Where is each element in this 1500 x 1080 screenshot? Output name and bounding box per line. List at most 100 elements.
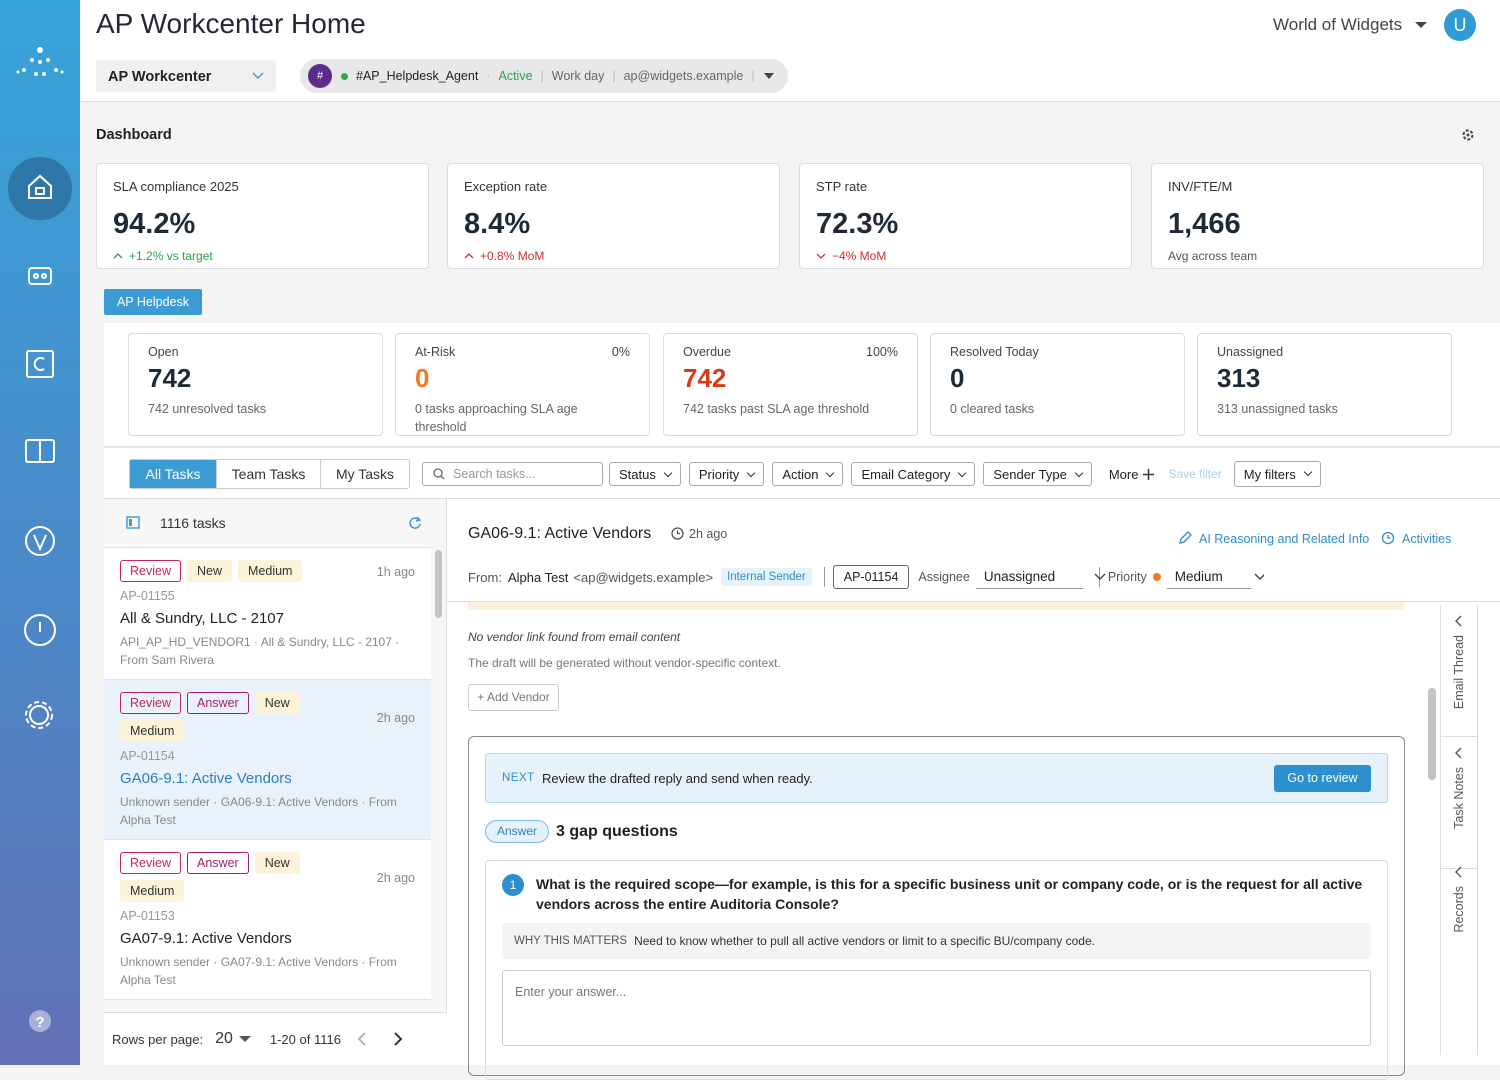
channel-pill[interactable]: # #AP_Helpdesk_Agent · Active | Work day… xyxy=(300,59,788,93)
settings-icon[interactable] xyxy=(1461,128,1475,142)
next-text: Review the drafted reply and send when r… xyxy=(542,771,813,786)
pager-arrows[interactable] xyxy=(353,1031,413,1047)
trend-icon xyxy=(113,253,123,259)
kpi-card: STP rate 72.3% −4% MoM xyxy=(799,163,1132,269)
kpi-value: 1,466 xyxy=(1168,208,1241,240)
chevron xyxy=(1455,615,1462,627)
why-text: Need to know whether to pull all active … xyxy=(634,934,1095,948)
filter-dropdown[interactable]: Email Category xyxy=(851,462,976,486)
tag: New xyxy=(187,560,233,582)
collapse-icon[interactable] xyxy=(126,516,140,529)
stat-label: Open xyxy=(148,345,179,359)
ai-link[interactable]: AI Reasoning and Related Info xyxy=(1199,532,1370,546)
task-card[interactable]: Review Answer New Medium 2h ago AP-01153 GA07-… xyxy=(104,840,431,1000)
filter-dropdown[interactable]: Action xyxy=(772,462,844,486)
kpi-label: Exception rate xyxy=(464,179,548,194)
search-box[interactable]: Search tasks... xyxy=(422,462,603,486)
answer-input[interactable]: Enter your answer... xyxy=(502,970,1371,1046)
clock-icon xyxy=(671,527,684,540)
side-tab-label: Email Thread xyxy=(1452,635,1466,710)
avatar[interactable]: U xyxy=(1444,9,1476,41)
side-tab-label: Records xyxy=(1452,886,1466,933)
kpi-card: INV/FTE/M 1,466 Avg across team xyxy=(1151,163,1484,269)
vendor-note: No vendor link found from email content xyxy=(468,630,681,644)
stat-value: 313 xyxy=(1217,363,1261,393)
sender: Alpha Test xyxy=(507,569,569,585)
pagination: Rows per page: 20 1-20 of 1116 xyxy=(104,1012,447,1065)
my-filters[interactable]: My filters xyxy=(1233,461,1321,487)
org-caret xyxy=(1415,22,1427,28)
tag: Answer xyxy=(187,692,249,714)
chevron xyxy=(1455,866,1462,878)
activities-link[interactable]: Activities xyxy=(1402,532,1452,546)
trend-icon xyxy=(816,253,826,259)
side-tab[interactable]: Records xyxy=(1441,866,1477,976)
stat-value: 0 xyxy=(415,363,430,393)
add-vendor[interactable]: + Add Vendor xyxy=(468,684,559,711)
tag: Medium xyxy=(120,880,185,902)
caret xyxy=(238,1036,251,1042)
gap-title: 3 gap questions xyxy=(556,823,678,840)
more-filters[interactable]: More xyxy=(1109,467,1155,482)
rows-select[interactable]: 20 xyxy=(215,1030,233,1047)
side-tab[interactable]: Task Notes xyxy=(1441,747,1477,869)
tag: Answer xyxy=(187,852,249,874)
status-dot xyxy=(341,72,348,80)
ticket-id: AP-01154 xyxy=(832,565,910,589)
task-title: GA07-9.1: Active Vendors xyxy=(120,930,292,947)
task-card[interactable]: Review New Medium 1h ago AP-01155 All & Sundr… xyxy=(104,548,431,680)
kpi-delta: +0.8% MoM xyxy=(464,249,763,263)
filter-dropdown[interactable]: Sender Type xyxy=(983,462,1092,486)
task-count: 1116 tasks xyxy=(160,515,226,531)
next-label: NEXT xyxy=(502,772,535,784)
section-title: Dashboard xyxy=(96,127,172,143)
stat-value: 742 xyxy=(148,363,192,393)
filter-dropdown[interactable]: Priority xyxy=(688,462,765,486)
stat-note: 0 cleared tasks xyxy=(950,402,1035,416)
org-selector[interactable]: World of Widgets xyxy=(1273,15,1403,34)
from-row: From: Alpha Test <ap@widgets.example> In… xyxy=(468,562,1251,592)
tag: Medium xyxy=(120,720,185,742)
go-to-review[interactable]: Go to review xyxy=(1274,765,1371,792)
select-carets xyxy=(1094,573,1264,580)
task-tab[interactable]: Team Tasks xyxy=(216,460,320,488)
stat-note: 0 tasks approaching SLA age threshold xyxy=(415,402,578,434)
task-meta: API_AP_HD_VENDOR1 · All & Sundry, LLC - … xyxy=(120,635,400,667)
kpi-card: Exception rate 8.4% +0.8% MoM xyxy=(447,163,780,269)
stat-card: Open 742 742 unresolved tasks xyxy=(128,333,383,436)
kpi-label: INV/FTE/M xyxy=(1168,179,1233,194)
filter-dropdown[interactable]: Status xyxy=(609,462,681,486)
kpi-delta-text: +0.8% MoM xyxy=(480,249,545,263)
save-filter[interactable]: Save filter xyxy=(1168,467,1222,481)
channel-status: Active xyxy=(498,69,533,83)
side-tab[interactable]: Email Thread xyxy=(1441,615,1477,737)
sidebar: ? xyxy=(0,0,80,1065)
kpi-value: 94.2% xyxy=(113,208,196,240)
history-icon xyxy=(1381,531,1395,545)
task-card[interactable]: Review Answer New Medium 2h ago AP-01154 GA06-… xyxy=(104,680,431,840)
task-tab[interactable]: All Tasks xyxy=(130,460,216,488)
pen-icon xyxy=(1179,531,1192,544)
sidebar-icons: ? xyxy=(8,47,72,1032)
assignee-label: Assignee xyxy=(918,570,970,584)
channel-icon: # xyxy=(308,64,332,88)
refresh-icon[interactable] xyxy=(408,516,422,530)
task-id: AP-01155 xyxy=(120,589,175,603)
stat-pct: 100% xyxy=(866,345,898,359)
helpdesk-tab[interactable]: AP Helpdesk xyxy=(104,289,202,315)
assignee-select[interactable]: Unassigned xyxy=(975,565,1083,589)
stat-note: 313 unassigned tasks xyxy=(1217,402,1338,416)
task-meta: Unknown sender · GA07-9.1: Active Vendor… xyxy=(120,955,397,987)
tag: Medium xyxy=(238,560,303,582)
task-tags: Review Answer New Medium xyxy=(120,852,330,908)
workspace-select[interactable]: AP Workcenter xyxy=(96,60,276,92)
stat-label: Unassigned xyxy=(1217,345,1284,359)
svg-text:?: ? xyxy=(35,1014,44,1031)
vendor-sub: The draft will be generated without vend… xyxy=(468,656,781,670)
stat-card: Overdue 100% 742 742 tasks past SLA age thr… xyxy=(663,333,918,436)
priority-select[interactable]: Medium xyxy=(1166,565,1251,589)
search-icon xyxy=(433,468,445,480)
kpi-label: SLA compliance 2025 xyxy=(113,179,239,194)
task-tab[interactable]: My Tasks xyxy=(320,460,409,488)
